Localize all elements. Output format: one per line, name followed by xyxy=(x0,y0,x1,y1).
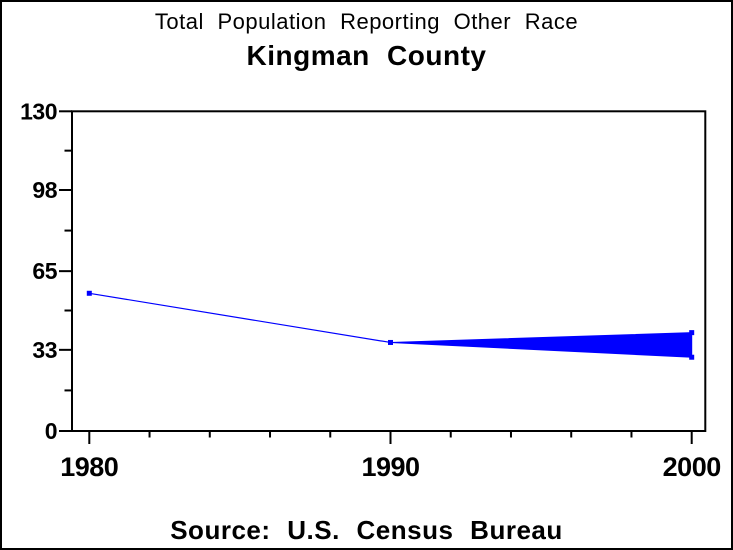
y-tick-label: 65 xyxy=(32,258,57,284)
x-tick-label: 1980 xyxy=(60,452,118,482)
x-tick-label: 2000 xyxy=(663,452,721,482)
y-tick-label: 0 xyxy=(45,418,57,444)
y-tick-label: 98 xyxy=(32,177,57,203)
projection-endpoint-marker xyxy=(689,330,695,336)
y-tick-label: 33 xyxy=(32,337,57,363)
chart-title: Total Population Reporting Other Race xyxy=(154,9,579,34)
data-series-line xyxy=(89,292,391,344)
x-tick-label: 1990 xyxy=(361,452,419,482)
projection-endpoint-marker xyxy=(689,354,695,360)
y-tick-label: 130 xyxy=(20,98,57,124)
data-point-marker xyxy=(86,290,92,296)
source-note: Source: U.S. Census Bureau xyxy=(170,515,563,545)
projection-fan xyxy=(390,332,693,358)
plot-frame xyxy=(71,110,707,433)
chart-subtitle: Kingman County xyxy=(246,40,487,71)
data-point-marker xyxy=(388,339,393,345)
